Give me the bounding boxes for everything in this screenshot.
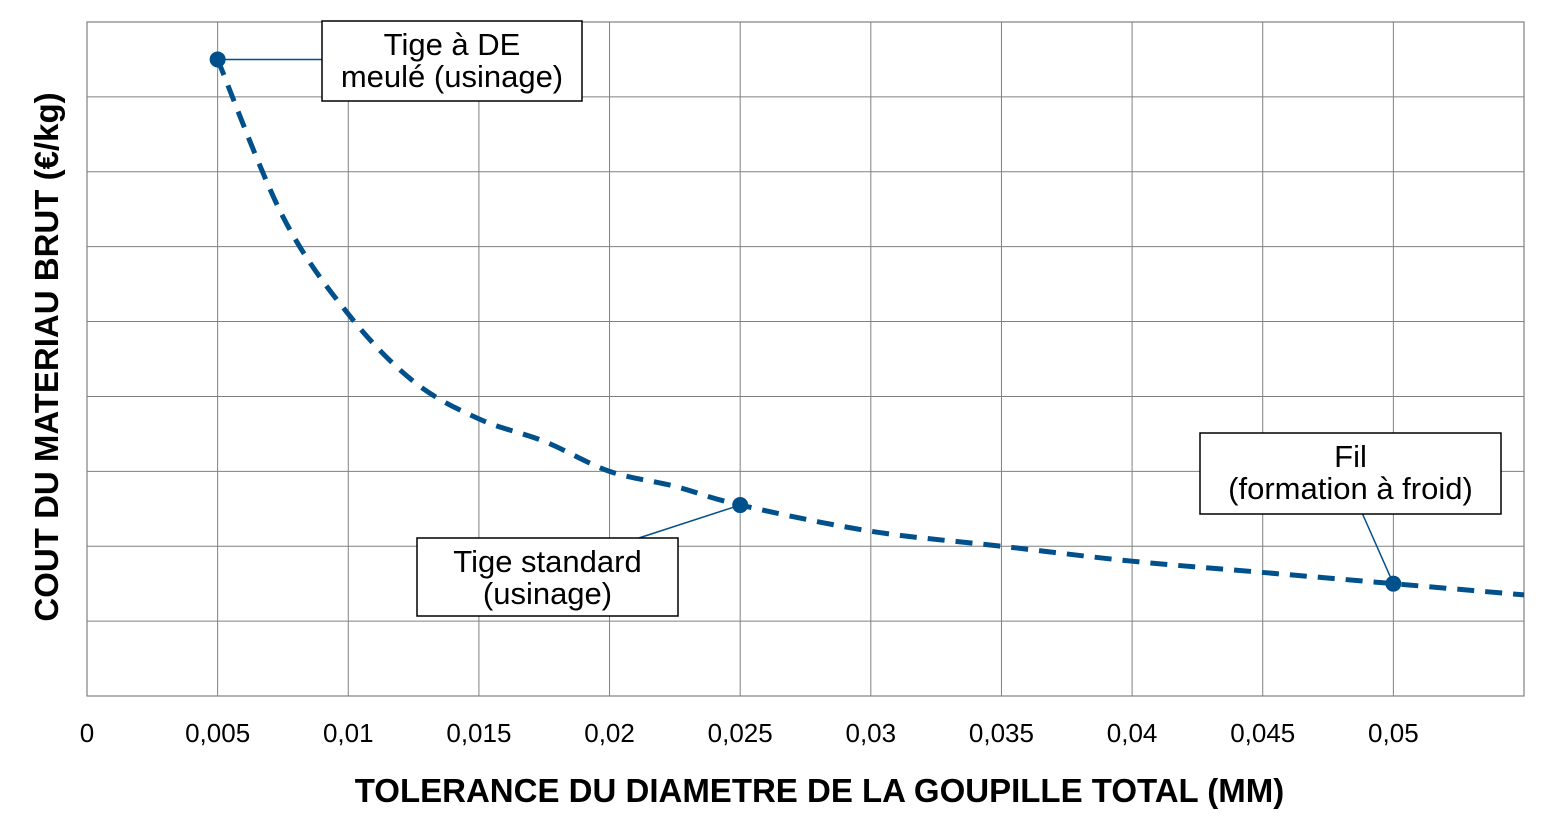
grid (87, 22, 1524, 696)
data-points (209, 51, 1402, 592)
plot-frame (86, 21, 1525, 697)
annotation-leader-line (638, 504, 741, 539)
data-point (1385, 575, 1402, 592)
annotation-box (1199, 432, 1502, 515)
annotation-label: meulé (usinage) (341, 59, 563, 94)
x-tick-label: 0,035 (969, 718, 1034, 748)
x-tick-label: 0,03 (846, 718, 897, 748)
annotation-label: Tige à DE (384, 27, 521, 62)
x-tick-label: 0,025 (708, 718, 773, 748)
x-tick-label: 0,015 (446, 718, 511, 748)
annotation-label: (usinage) (483, 576, 612, 611)
data-point (732, 497, 749, 514)
series-line-cost-curve (215, 58, 1525, 598)
x-tick-label: 0,005 (185, 718, 250, 748)
annotation-label: (formation à froid) (1228, 471, 1473, 506)
annotation-label: Tige standard (453, 544, 641, 579)
annotation-box (321, 20, 583, 102)
x-tick-labels: 0 0,005 0,01 0,015 0,02 0,025 0,03 0,035 0,04 0,0… (80, 718, 1419, 748)
x-tick-label: 0 (80, 718, 94, 748)
data-point (209, 51, 226, 68)
annotation-leader-line (1361, 513, 1395, 584)
x-tick-label: 0,05 (1368, 718, 1419, 748)
x-tick-label: 0,04 (1107, 718, 1158, 748)
x-axis-title: TOLERANCE DU DIAMETRE DE LA GOUPILLE TOT… (355, 772, 1284, 809)
x-tick-label: 0,045 (1230, 718, 1295, 748)
y-axis-title: COUT DU MATERIAU BRUT (€/kg) (28, 92, 65, 621)
x-tick-label: 0,02 (584, 718, 635, 748)
x-tick-label: 0,01 (323, 718, 374, 748)
annotation-box (416, 537, 679, 617)
annotation-label: Fil (1334, 439, 1367, 474)
